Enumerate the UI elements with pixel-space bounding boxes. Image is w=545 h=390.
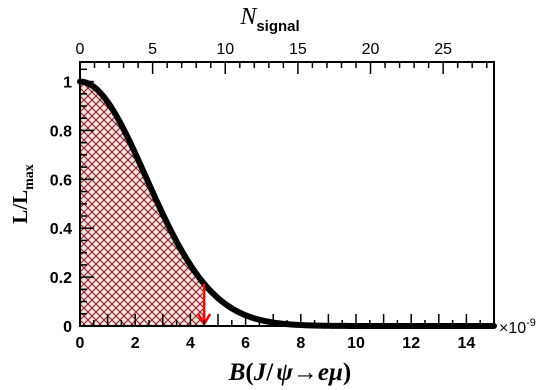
y-tick-label: 0.8 [50,123,72,140]
top-tick-label: 20 [362,41,380,58]
x-tick-label: 0 [76,335,85,352]
top-tick-label: 15 [289,41,307,58]
y-tick-label: 0.2 [50,270,72,287]
top-tick-label: 10 [216,41,234,58]
x-tick-label: 6 [241,335,250,352]
top-axis-title: Nsignal [239,4,299,35]
x-tick-label: 10 [347,335,365,352]
y-axis-title: L/Lmax [8,164,37,224]
x-axis-title: B(J/ψ→eμ) [228,359,352,386]
y-tick-label: 0.6 [50,172,72,189]
top-tick-label: 0 [76,41,85,58]
top-tick-label: 5 [148,41,157,58]
top-x-ticks: 0 5 10 15 20 25 [76,41,488,74]
x-tick-label: 4 [186,335,195,352]
x-tick-label: 8 [296,335,305,352]
x-tick-label: 2 [131,335,140,352]
y-tick-label: 0.4 [50,221,72,238]
y-tick-label: 0 [63,319,72,336]
x-tick-label: 12 [402,335,420,352]
excluded-region-hatch [80,81,205,326]
top-tick-label: 25 [434,41,452,58]
bottom-x-ticks: 0 2 4 6 8 10 12 14 [76,314,495,352]
x-tick-label: 14 [458,335,476,352]
y-tick-label: 1 [63,75,72,92]
y-ticks: 0 0.2 0.4 0.6 0.8 1 [50,68,94,336]
x-multiplier-label: ×10-9 [499,317,536,337]
